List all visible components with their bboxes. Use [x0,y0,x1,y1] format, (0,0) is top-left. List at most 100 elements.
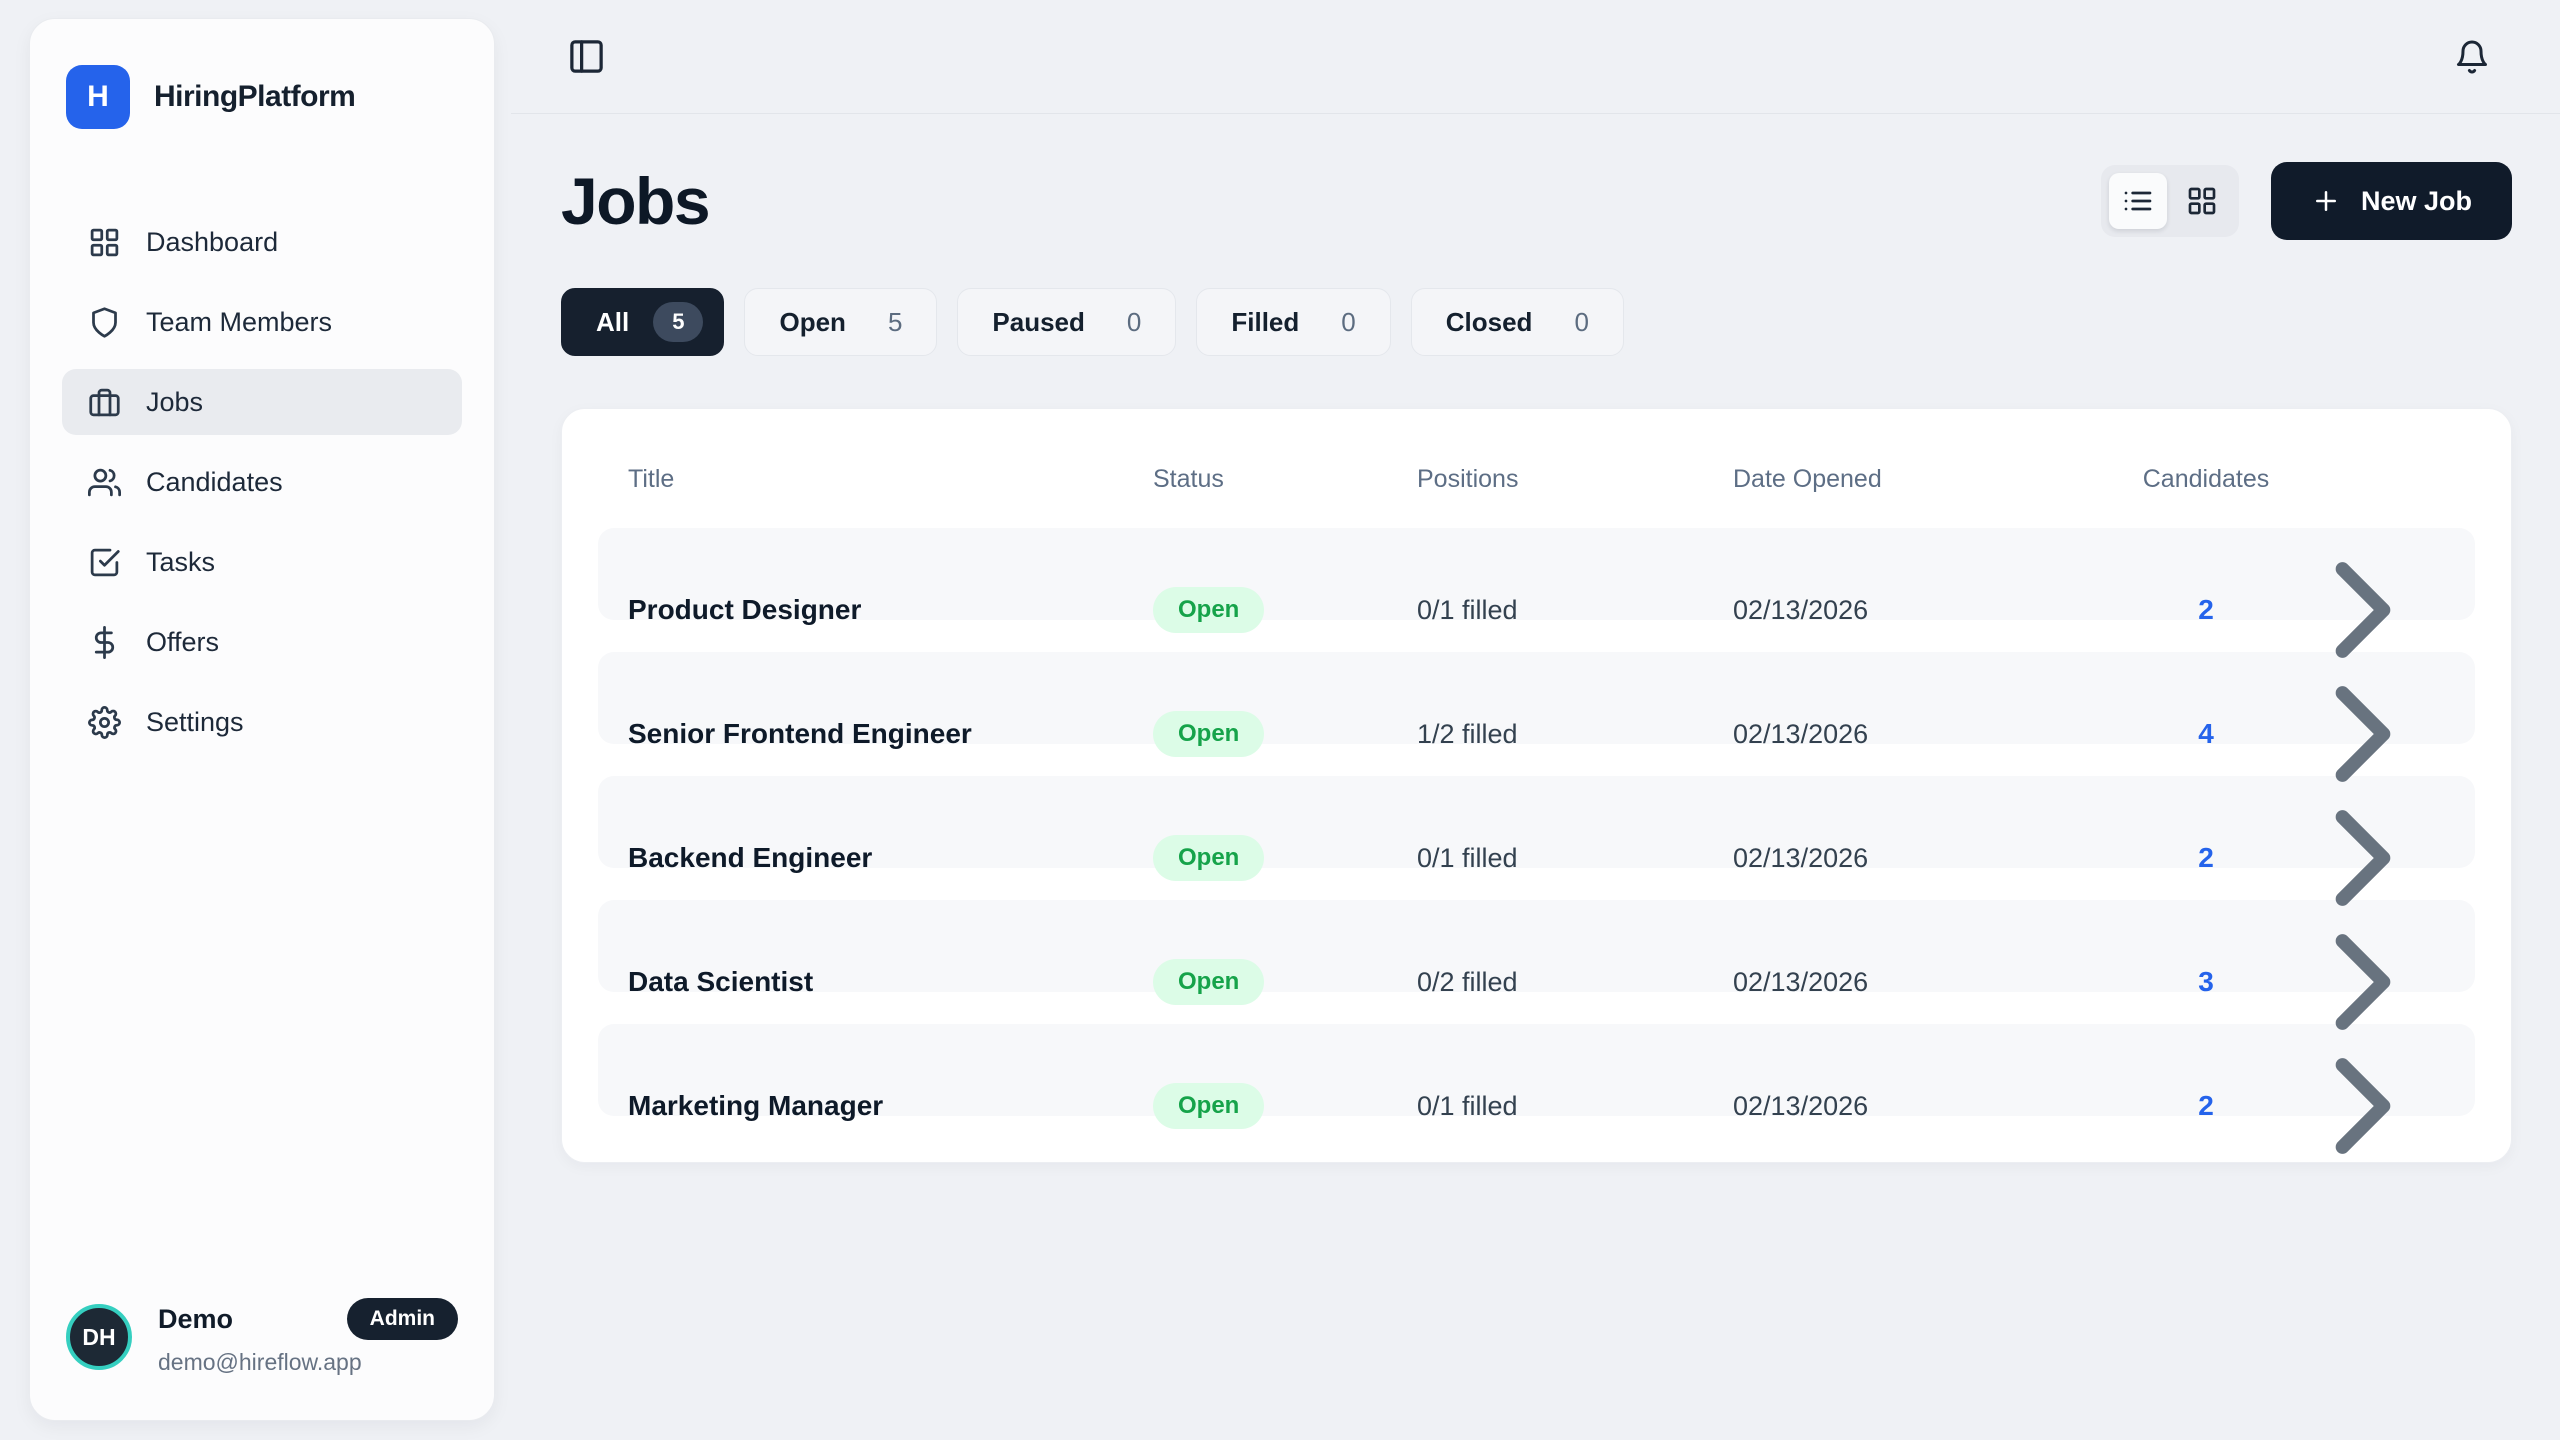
chevron-right-icon [2281,652,2445,816]
filter-open[interactable]: Open 5 [744,288,938,356]
status-badge: Open [1153,959,1265,1005]
sidebar-item-team-members[interactable]: Team Members [62,289,462,355]
check-square-icon [88,546,121,579]
sidebar-toggle-button[interactable] [567,37,606,76]
filter-label: Paused [992,306,1085,337]
candidates-count[interactable]: 2 [2198,594,2214,625]
sidebar-item-label: Candidates [146,466,283,497]
filter-paused[interactable]: Paused 0 [957,288,1177,356]
table-row[interactable]: Senior Frontend Engineer Open 1/2 filled… [598,652,2475,782]
job-title: Senior Frontend Engineer [628,718,972,749]
notifications-button[interactable] [2454,39,2490,75]
grid-icon [2186,185,2218,217]
date-opened: 02/13/2026 [1733,1090,1869,1121]
table-body: Product Designer Open 0/1 filled 02/13/2… [598,528,2475,1154]
shield-icon [88,306,121,339]
table-header: Title Status Positions Date Opened Candi… [598,429,2475,528]
filter-all[interactable]: All 5 [561,288,725,356]
sidebar-nav: Dashboard Team Members Jobs Candidates T… [30,209,494,755]
topbar [511,0,2560,114]
sidebar: H HiringPlatform Dashboard Team Members … [29,18,495,1421]
column-header-status: Status [1153,465,1224,493]
sidebar-item-settings[interactable]: Settings [62,689,462,755]
job-title: Data Scientist [628,966,814,997]
dollar-icon [88,625,121,659]
column-header-date: Date Opened [1733,465,1882,493]
date-opened: 02/13/2026 [1733,718,1869,749]
sidebar-item-label: Team Members [146,306,333,337]
table-row[interactable]: Backend Engineer Open 0/1 filled 02/13/2… [598,776,2475,906]
date-opened: 02/13/2026 [1733,594,1869,625]
positions-filled: 1/2 filled [1417,718,1518,749]
sidebar-item-label: Tasks [146,546,216,577]
positions-filled: 0/1 filled [1417,842,1518,873]
filter-filled[interactable]: Filled 0 [1196,288,1391,356]
positions-filled: 0/1 filled [1417,1090,1518,1121]
role-badge: Admin [346,1298,458,1340]
table-row[interactable]: Marketing Manager Open 0/1 filled 02/13/… [598,1024,2475,1154]
list-view-button[interactable] [2108,173,2167,229]
user-email: demo@hireflow.app [158,1349,362,1375]
user-name: Demo [158,1303,234,1334]
plus-icon [2311,186,2341,216]
avatar: DH [66,1304,132,1370]
candidates-count[interactable]: 3 [2198,966,2214,997]
filter-label: Closed [1445,306,1533,337]
sidebar-item-dashboard[interactable]: Dashboard [62,209,462,275]
new-job-button[interactable]: New Job [2270,162,2512,240]
sidebar-item-tasks[interactable]: Tasks [62,529,462,595]
job-title: Marketing Manager [628,1090,884,1121]
page-title: Jobs [561,164,711,238]
brand-name: HiringPlatform [154,80,356,113]
sidebar-item-label: Settings [146,706,244,737]
candidates-count[interactable]: 4 [2198,718,2214,749]
sidebar-item-label: Jobs [146,386,204,417]
bell-icon [2454,39,2490,75]
gear-icon [88,705,121,739]
filter-count: 5 [887,306,903,337]
status-badge: Open [1153,711,1265,757]
user-section[interactable]: DH Demo Admin demo@hireflow.app [30,1264,494,1420]
users-icon [88,466,121,499]
date-opened: 02/13/2026 [1733,842,1869,873]
panel-left-icon [567,37,606,76]
filter-closed[interactable]: Closed 0 [1410,288,1624,356]
filter-count: 0 [1341,306,1356,337]
column-header-title: Title [628,465,675,493]
filter-count: 0 [1126,306,1142,337]
sidebar-item-candidates[interactable]: Candidates [62,449,462,515]
positions-filled: 0/1 filled [1417,594,1518,625]
chevron-right-icon [2281,1024,2445,1188]
view-toggle [2100,165,2239,237]
column-header-candidates: Candidates [2142,465,2270,493]
brand-logo: H [66,65,130,129]
dashboard-icon [88,226,121,259]
main-area: Jobs [511,0,2560,1440]
table-row[interactable]: Product Designer Open 0/1 filled 02/13/2… [598,528,2475,658]
status-badge: Open [1153,587,1265,633]
status-badge: Open [1153,835,1265,881]
chevron-right-icon [2281,776,2445,940]
grid-view-button[interactable] [2173,173,2231,229]
filter-label: Filled [1231,306,1300,337]
positions-filled: 0/2 filled [1417,966,1518,997]
candidates-count[interactable]: 2 [2198,842,2214,873]
candidates-count[interactable]: 2 [2198,1090,2214,1121]
filter-label: Open [779,306,846,337]
jobs-table-card: Title Status Positions Date Opened Candi… [561,408,2512,1163]
sidebar-item-jobs[interactable]: Jobs [62,369,462,435]
status-badge: Open [1153,1083,1265,1129]
column-header-positions: Positions [1417,465,1519,493]
filter-count: 0 [1574,306,1589,337]
briefcase-icon [88,386,121,419]
new-job-label: New Job [2360,185,2472,216]
sidebar-item-label: Offers [146,626,220,657]
brand: H HiringPlatform [30,19,494,129]
list-icon [2122,185,2154,217]
filter-count: 5 [653,302,704,342]
filter-label: All [596,306,630,337]
job-title: Product Designer [628,594,862,625]
chevron-right-icon [2281,900,2445,1064]
table-row[interactable]: Data Scientist Open 0/2 filled 02/13/202… [598,900,2475,1030]
sidebar-item-offers[interactable]: Offers [62,609,462,675]
